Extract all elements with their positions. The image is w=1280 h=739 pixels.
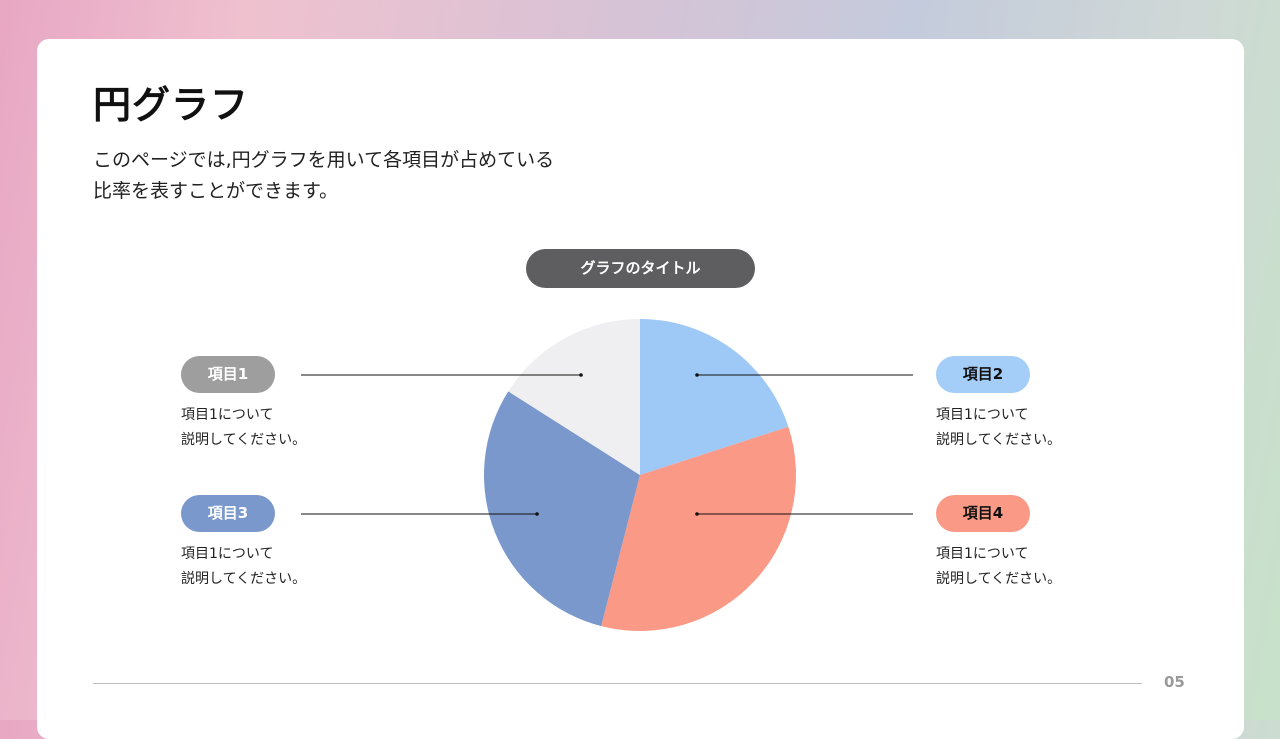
item1-label-pill: 項目1 <box>181 356 275 393</box>
item3-label-pill: 項目3 <box>181 495 275 532</box>
item1-desc-line-2: 説明してください。 <box>181 432 307 448</box>
page-description: このページでは,円グラフを用いて各項目が占めている 比率を表すことができます。 <box>93 145 613 207</box>
item1-desc-line-1: 項目1について <box>181 407 274 423</box>
item3-description: 項目1について 説明してください。 <box>181 542 306 592</box>
page-title: 円グラフ <box>93 83 250 127</box>
item1-description: 項目1について 説明してください。 <box>181 403 306 453</box>
item2-description: 項目1について 説明してください。 <box>936 403 1061 453</box>
item4-label-pill: 項目4 <box>936 495 1030 532</box>
item2-desc-line-1: 項目1について <box>936 407 1029 423</box>
page-number: 05 <box>1164 673 1185 691</box>
item3-desc-line-1: 項目1について <box>181 546 274 562</box>
item4-desc-line-2: 説明してください。 <box>936 571 1062 587</box>
footer-divider <box>93 683 1142 684</box>
description-line-1: このページでは,円グラフを用いて各項目が占めている <box>93 149 555 171</box>
item3-desc-line-2: 説明してください。 <box>181 571 307 587</box>
item4-description: 項目1について 説明してください。 <box>936 542 1061 592</box>
item2-label-pill: 項目2 <box>936 356 1030 393</box>
description-line-2: 比率を表すことができます。 <box>93 180 339 202</box>
item4-desc-line-1: 項目1について <box>936 546 1029 562</box>
item2-desc-line-2: 説明してください。 <box>936 432 1062 448</box>
chart-title-badge: グラフのタイトル <box>526 249 755 288</box>
